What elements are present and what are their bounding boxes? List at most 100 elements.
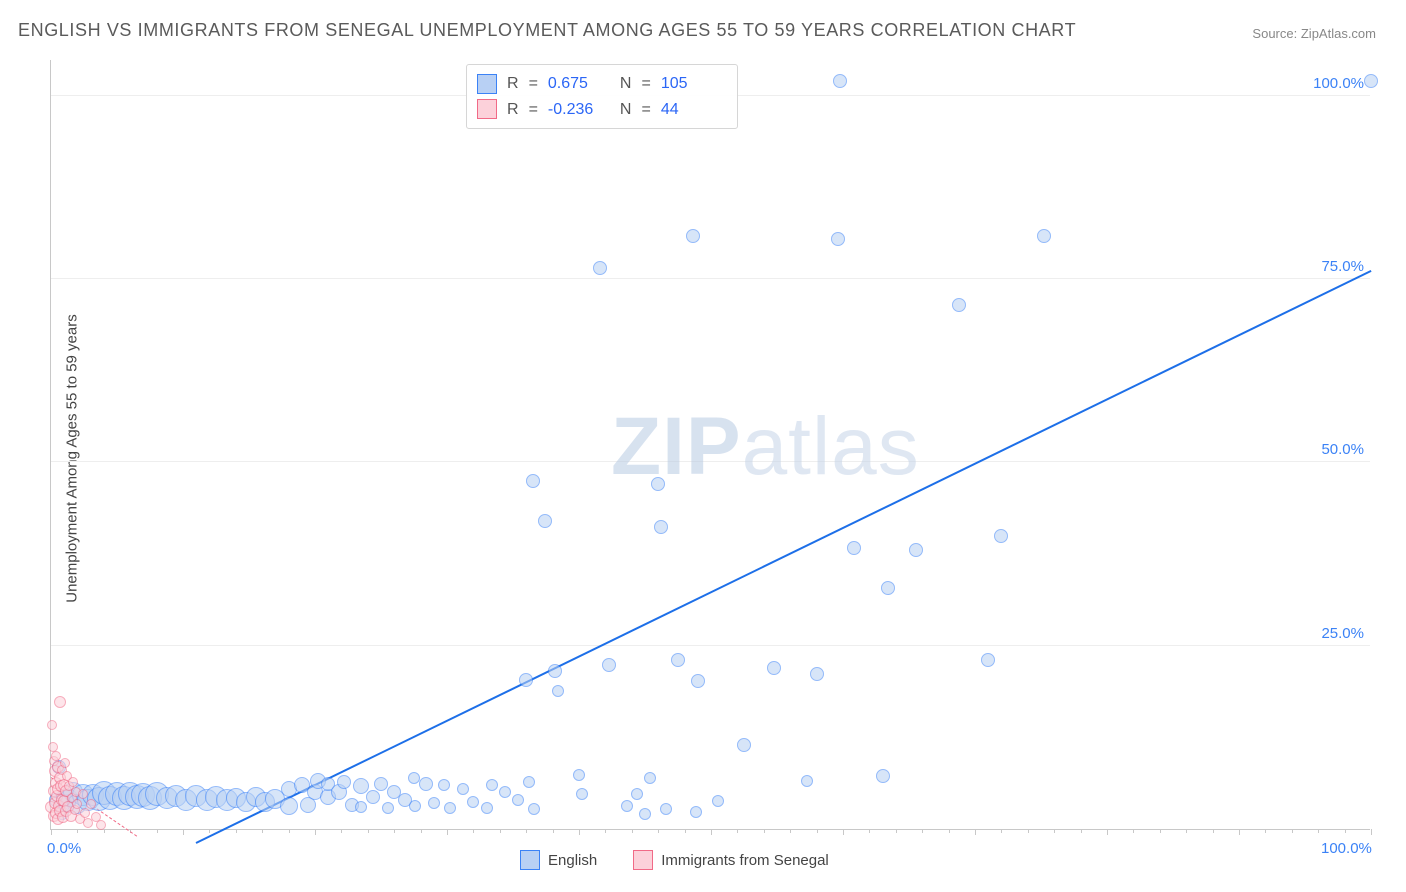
scatter-point (831, 232, 845, 246)
x-tick-minor (421, 829, 422, 833)
scatter-point (737, 738, 751, 752)
n-label: N (620, 71, 632, 97)
series-legend-item: English (520, 850, 597, 870)
x-tick-major (183, 829, 184, 835)
x-tick-minor (896, 829, 897, 833)
y-tick-label: 50.0% (1321, 441, 1364, 458)
legend-label: English (548, 852, 597, 869)
legend-swatch (477, 74, 497, 94)
scatter-point (528, 803, 540, 815)
x-tick-major (975, 829, 976, 835)
scatter-point (671, 653, 685, 667)
scatter-point (909, 543, 923, 557)
scatter-point (428, 797, 440, 809)
scatter-point (72, 799, 82, 809)
scatter-point (526, 474, 540, 488)
y-tick-label: 75.0% (1321, 258, 1364, 275)
scatter-point (712, 795, 724, 807)
n-value: 105 (661, 71, 723, 97)
scatter-point (847, 541, 861, 555)
scatter-point (54, 696, 66, 708)
x-tick-minor (500, 829, 501, 833)
scatter-point (523, 776, 535, 788)
legend-swatch (633, 850, 653, 870)
x-tick-minor (1265, 829, 1266, 833)
scatter-point (631, 788, 643, 800)
scatter-point (280, 797, 298, 815)
scatter-point (876, 769, 890, 783)
x-tick-major (1107, 829, 1108, 835)
scatter-point (467, 796, 479, 808)
x-tick-major (579, 829, 580, 835)
scatter-point (409, 800, 421, 812)
scatter-point (486, 779, 498, 791)
scatter-point (499, 786, 511, 798)
x-tick-minor (869, 829, 870, 833)
scatter-point (660, 803, 672, 815)
source-link[interactable]: ZipAtlas.com (1301, 26, 1376, 41)
x-tick-minor (922, 829, 923, 833)
legend-swatch (477, 99, 497, 119)
x-tick-minor (209, 829, 210, 833)
series-legend: English Immigrants from Senegal (520, 850, 829, 870)
x-tick-major (843, 829, 844, 835)
scatter-point (810, 667, 824, 681)
scatter-point (60, 758, 70, 768)
correlation-legend-row: R=-0.236N=44 (477, 97, 723, 123)
equals: = (641, 97, 650, 123)
x-tick-minor (1292, 829, 1293, 833)
x-tick-minor (1160, 829, 1161, 833)
chart-title: ENGLISH VS IMMIGRANTS FROM SENEGAL UNEMP… (18, 20, 1076, 41)
x-tick-label: 100.0% (1321, 840, 1372, 857)
scatter-point (374, 777, 388, 791)
plot-area: 25.0%50.0%75.0%100.0%0.0%100.0%ZIPatlasR… (50, 60, 1370, 830)
scatter-point (621, 800, 633, 812)
equals: = (529, 71, 538, 97)
scatter-point (552, 685, 564, 697)
y-tick-label: 100.0% (1313, 75, 1364, 92)
x-tick-minor (1001, 829, 1002, 833)
scatter-point (576, 788, 588, 800)
scatter-point (833, 74, 847, 88)
scatter-point (86, 799, 96, 809)
equals: = (641, 71, 650, 97)
n-value: 44 (661, 97, 723, 123)
x-tick-minor (737, 829, 738, 833)
scatter-point (691, 674, 705, 688)
scatter-point (593, 261, 607, 275)
scatter-point (512, 794, 524, 806)
series-legend-item: Immigrants from Senegal (633, 850, 829, 870)
x-tick-minor (473, 829, 474, 833)
x-tick-minor (685, 829, 686, 833)
scatter-point (457, 783, 469, 795)
scatter-point (438, 779, 450, 791)
x-tick-minor (394, 829, 395, 833)
x-tick-minor (1133, 829, 1134, 833)
x-tick-minor (1345, 829, 1346, 833)
x-tick-minor (157, 829, 158, 833)
scatter-point (1364, 74, 1378, 88)
scatter-point (51, 751, 61, 761)
scatter-point (382, 802, 394, 814)
scatter-point (686, 229, 700, 243)
gridline (51, 278, 1370, 279)
x-tick-minor (341, 829, 342, 833)
x-tick-minor (658, 829, 659, 833)
x-tick-minor (236, 829, 237, 833)
n-label: N (620, 97, 632, 123)
x-tick-minor (605, 829, 606, 833)
x-tick-major (315, 829, 316, 835)
x-tick-major (447, 829, 448, 835)
scatter-point (602, 658, 616, 672)
scatter-point (96, 820, 106, 830)
scatter-point (994, 529, 1008, 543)
source-label: Source: (1252, 26, 1297, 41)
gridline (51, 645, 1370, 646)
r-label: R (507, 71, 519, 97)
trend-line (196, 270, 1372, 844)
x-tick-minor (1318, 829, 1319, 833)
scatter-point (47, 720, 57, 730)
scatter-point (952, 298, 966, 312)
x-tick-minor (1054, 829, 1055, 833)
x-tick-minor (526, 829, 527, 833)
